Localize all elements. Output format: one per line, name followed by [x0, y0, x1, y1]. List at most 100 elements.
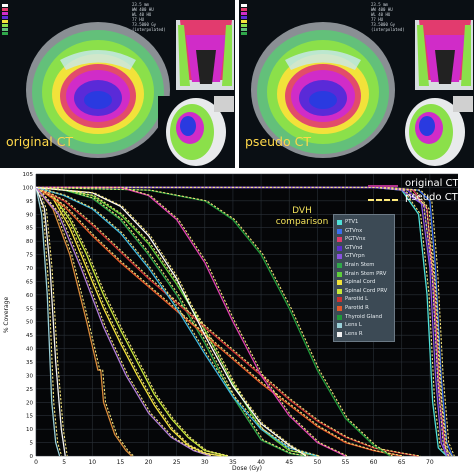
legend-item: GTVrpn — [337, 253, 393, 260]
legend-item: Spinal Cord PRV — [337, 288, 393, 295]
x-tick-label: 65 — [398, 459, 406, 466]
y-tick-label: 45 — [26, 333, 33, 339]
legend-label: GTVnd — [345, 244, 363, 251]
dvh-chart-svg: 0 5 10 15 20 25 30 35 40 45 50 55 60 65 70 0 5 10 15 20 25 3… — [0, 170, 474, 474]
y-tick-label: 5 — [30, 441, 34, 447]
x-tick-label: 20 — [145, 459, 153, 466]
legend-swatch — [337, 237, 342, 243]
x-tick-label: 5 — [62, 459, 66, 466]
chart-title: DVH comparison — [275, 206, 329, 227]
legend-swatch — [337, 280, 342, 286]
legend-swatch — [337, 331, 342, 337]
dvh-line-original — [35, 186, 318, 457]
y-tick-label: 65 — [26, 279, 33, 285]
coronal-dose-map — [176, 20, 234, 90]
dvh-line-pseudo — [37, 186, 450, 457]
y-tick-label: 15 — [26, 414, 33, 420]
y-tick-label: 20 — [26, 400, 33, 406]
y-tick-label: 90 — [26, 212, 33, 218]
legend-pseudo-line — [368, 199, 398, 201]
structure-legend: PTV1 GTVnx PGTVnx GTVnd GTVrpn Brain Stem Brai… — [333, 214, 395, 342]
x-tick-label: 0 — [34, 459, 38, 466]
dvh-line-original — [35, 186, 228, 457]
dvh-line-pseudo — [37, 186, 348, 457]
legend-label: Brain Stem PRV — [345, 270, 387, 277]
x-tick-label: 25 — [173, 459, 181, 466]
dvh-line-pseudo — [37, 186, 309, 457]
legend-label: GTVrpn — [345, 253, 365, 260]
dvh-line-original — [35, 186, 419, 457]
y-axis-label: % Coverage — [3, 297, 10, 334]
dvh-line-original — [35, 186, 318, 457]
y-tick-label: 105 — [23, 172, 34, 178]
panel-label-pseudo: pseudo CT — [245, 134, 311, 149]
legend-swatch — [337, 323, 342, 329]
legend-swatch — [337, 263, 342, 268]
y-tick-label: 35 — [26, 360, 33, 366]
panel-label-original: original CT — [6, 134, 74, 149]
legend-swatch — [337, 271, 342, 277]
dvh-chart: 0 5 10 15 20 25 30 35 40 45 50 55 60 65 70 0 5 10 15 20 25 3… — [0, 170, 474, 474]
y-tick-label: 75 — [26, 253, 33, 259]
legend-label: GTVnx — [345, 227, 363, 234]
dvh-line-original — [35, 186, 222, 457]
legend-label: Lens L — [345, 322, 362, 329]
dvh-line-pseudo — [37, 187, 68, 457]
x-tick-label: 55 — [342, 459, 350, 466]
legend-label: Spinal Cord — [345, 279, 376, 286]
x-tick-labels: 0 5 10 15 20 25 30 35 40 45 50 55 60 65 70 — [34, 459, 434, 466]
dvh-line-pseudo — [37, 186, 320, 457]
x-tick-label: 70 — [426, 459, 434, 466]
y-tick-label: 95 — [26, 199, 33, 205]
x-tick-label: 30 — [201, 459, 209, 466]
legend-swatch — [337, 228, 342, 234]
x-tick-label: 40 — [257, 459, 265, 466]
legend-swatch — [337, 314, 342, 320]
x-tick-label: 35 — [229, 459, 237, 466]
dvh-line-pseudo — [37, 187, 213, 457]
y-tick-label: 100 — [23, 185, 34, 191]
dose-colorbar — [2, 4, 8, 35]
legend-item: Brain Stem — [337, 262, 393, 269]
y-tick-label: 25 — [26, 387, 33, 393]
legend-item: Lens L — [337, 322, 393, 329]
legend-label: PTV1 — [345, 219, 359, 225]
legend-label: Thyroid Gland — [345, 313, 383, 320]
dvh-line-original — [35, 186, 402, 457]
x-tick-label: 15 — [117, 459, 125, 466]
y-tick-label: 60 — [26, 293, 33, 299]
ct-info-text: 23.5 mm WW 400 HU WL 40 HU 77 HU 73.5000… — [371, 2, 405, 32]
dvh-line-pseudo — [37, 187, 135, 457]
dvh-line-pseudo — [37, 186, 230, 457]
y-tick-label: 55 — [26, 306, 33, 312]
dvh-line-pseudo — [37, 186, 224, 457]
y-tick-label: 80 — [26, 239, 33, 245]
x-tick-label: 60 — [370, 459, 378, 466]
y-tick-label: 50 — [26, 320, 33, 326]
legend-item: GTVnx — [337, 228, 393, 235]
legend-swatch — [337, 254, 342, 260]
dvh-line-pseudo — [37, 186, 421, 457]
series-lines — [35, 186, 455, 457]
axial-dose-map — [251, 22, 395, 158]
dvh-line-original — [35, 187, 66, 457]
ct-panel-pseudo: 23.5 mm WW 400 HU WL 40 HU 77 HU 73.5000… — [239, 0, 474, 168]
sagittal-dose-map — [397, 96, 473, 168]
dose-colorbar — [241, 4, 247, 35]
dvh-line-pseudo — [37, 186, 404, 457]
ct-dose-images — [0, 0, 235, 168]
coronal-dose-map — [415, 20, 473, 90]
legend-swatch — [337, 306, 342, 311]
ct-panels: 23.5 mm WW 400 HU WL 40 HU 77 HU 73.5000… — [0, 0, 474, 168]
legend-item: Brain Stem PRV — [337, 271, 393, 278]
legend-label: Brain Stem — [345, 262, 375, 268]
axial-dose-map — [26, 22, 170, 158]
legend-swatch — [337, 288, 342, 294]
dvh-line-pseudo — [37, 186, 309, 457]
y-tick-label: 0 — [30, 454, 34, 460]
legend-label: PGTVnx — [345, 236, 366, 243]
y-tick-label: 70 — [26, 266, 33, 272]
legend-original-line — [368, 185, 398, 187]
dvh-line-original — [35, 186, 307, 457]
x-tick-label: 45 — [285, 459, 293, 466]
